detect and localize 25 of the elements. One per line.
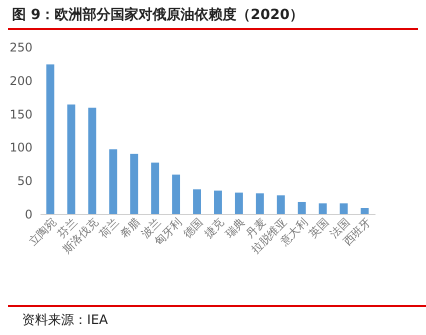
bar xyxy=(88,108,96,214)
bar xyxy=(234,192,243,214)
text: 资料来源：IEA xyxy=(8,305,426,329)
bar xyxy=(340,203,348,214)
chart-title: 图 9：欧洲部分国家对俄原油依赖度（2020） xyxy=(8,6,418,30)
bar xyxy=(172,174,180,214)
y-tick-label: 0 xyxy=(24,208,32,222)
y-tick-label: 150 xyxy=(10,107,32,122)
bar xyxy=(276,195,285,214)
bar xyxy=(109,149,118,214)
y-tick-label: 50 xyxy=(17,174,32,188)
bar xyxy=(67,104,76,214)
bar xyxy=(214,190,222,214)
y-tick-label: 100 xyxy=(10,140,32,155)
bar xyxy=(46,64,54,214)
bar xyxy=(360,208,369,214)
bar xyxy=(298,202,306,214)
bar xyxy=(256,193,264,214)
x-tick-label: 捷克 xyxy=(202,216,226,241)
bar xyxy=(130,154,138,214)
bar xyxy=(318,203,327,214)
bar xyxy=(151,162,160,214)
bar xyxy=(193,189,201,214)
y-tick-label: 200 xyxy=(10,74,32,88)
y-tick-label: 250 xyxy=(10,40,32,54)
